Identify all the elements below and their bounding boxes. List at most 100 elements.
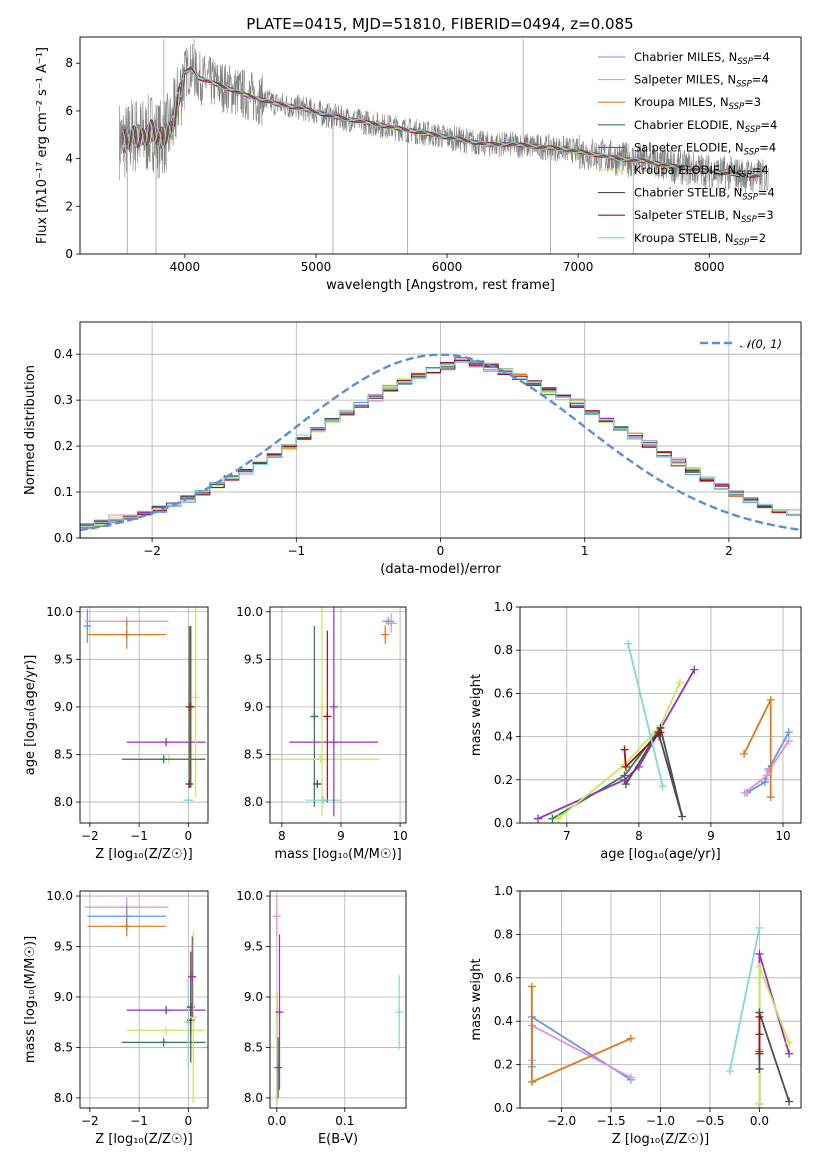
y-tick-label: 0.4: [54, 347, 73, 361]
data-marker: [620, 745, 629, 754]
x-tick-label: 0: [184, 1114, 192, 1128]
data-marker: [621, 762, 630, 771]
weight-vs-age-plot-area: [534, 639, 793, 823]
legend-label: Kroupa MILES, NSSP=3: [634, 95, 761, 112]
data-marker: [656, 728, 665, 737]
legend-label-sub: SSP: [742, 193, 758, 203]
legend-label-text: Chabrier ELODIE, N: [634, 118, 745, 132]
mass-vs-z-panel: −2 −1 0 8.0 8.5 9.0 9.5 10.0 Z [log₁₀(Z/Z☉)] mass…: [23, 889, 209, 1147]
y-axis-label: mass [log₁₀(M/M☉)]: [23, 936, 38, 1063]
x-tick-label: 4000: [170, 260, 201, 274]
axes-frame: [79, 890, 209, 1109]
axes-frame: [79, 606, 209, 824]
x-tick-label: 6000: [432, 260, 463, 274]
series-line: [746, 731, 790, 794]
x-tick-label: 0.0: [750, 1114, 769, 1128]
y-tick-label: 9.0: [244, 990, 263, 1004]
data-marker: [626, 1073, 635, 1082]
x-tick-label: 7: [563, 829, 571, 843]
data-marker: [740, 749, 749, 758]
legend-label-text: Kroupa MILES, N: [634, 95, 729, 109]
legend-label: Kroupa ELODIE, NSSP=4: [634, 163, 769, 180]
model-fit-line: [121, 69, 762, 178]
y-tick-label: 1.0: [494, 600, 513, 614]
data-marker: [318, 702, 327, 711]
series-line: [531, 1024, 632, 1079]
y-tick-label: 9.0: [54, 990, 73, 1004]
x-tick-label: 10: [392, 829, 407, 843]
x-tick-label: −1: [287, 544, 305, 558]
axes-frame: [79, 321, 802, 539]
residuals-panel: −2 −1 0 1 2 0.0 0.1 0.2 0.3 0.4 (data-model)/error…: [23, 321, 802, 577]
data-marker: [184, 796, 193, 805]
data-marker: [760, 777, 769, 786]
weight-vs-z-panel: −2.0 −1.5 −1.0 −0.5 0.0 0.0 0.2 0.4 0.6 0.8 1.0 Z […: [469, 884, 802, 1147]
data-marker: [162, 1026, 171, 1035]
data-marker: [381, 630, 390, 639]
legend-label: Salpeter ELODIE, NSSP=4: [634, 140, 776, 157]
x-axis-label: age [log₁₀(age/yr)]: [600, 847, 721, 862]
data-marker: [755, 949, 764, 958]
y-tick-label: 0.6: [494, 686, 513, 700]
weight-vs-z-plot-area: [527, 923, 794, 1108]
data-marker: [755, 1012, 764, 1021]
axes-frame: [269, 890, 407, 1109]
x-tick-label: −0.5: [695, 1114, 724, 1128]
data-marker: [534, 814, 543, 823]
axes-frame: [519, 890, 802, 1109]
y-tick-label: 0.1: [54, 485, 73, 499]
data-marker: [162, 738, 171, 747]
data-marker: [658, 782, 667, 791]
y-tick-label: 0.4: [494, 1014, 513, 1028]
axes-frame: [269, 606, 407, 824]
mass-vs-ebv-panel: 0.0 0.1 8.0 8.5 9.0 9.5 10.0 E(B-V): [236, 889, 407, 1147]
data-marker: [755, 923, 764, 932]
legend-label-count: =4: [759, 140, 776, 154]
y-tick-label: 0.4: [494, 730, 513, 744]
y-tick-label: 0.6: [494, 971, 513, 985]
series-line: [758, 966, 790, 1104]
data-marker: [755, 962, 764, 971]
data-marker: [527, 982, 536, 991]
legend-label-sub: SSP: [745, 125, 761, 135]
legend-label-text: Kroupa STELIB, N: [634, 231, 734, 245]
legend-label-text: Salpeter ELODIE, N: [634, 140, 744, 154]
observed-spectrum-line: [119, 43, 769, 193]
series-line: [625, 725, 683, 817]
model-fit-line: [121, 65, 762, 179]
y-tick-label: 6: [65, 104, 73, 118]
data-marker: [785, 1049, 794, 1058]
data-marker: [624, 639, 633, 648]
axes-frame: [79, 36, 802, 255]
legend-label-count: =4: [752, 73, 769, 87]
mass-vs-ebv-plot-area: [272, 896, 404, 1103]
x-axis-label: wavelength [Angstrom, rest frame]: [326, 278, 555, 293]
legend-label: Chabrier MILES, NSSP=4: [634, 50, 770, 67]
x-tick-label: 0: [437, 544, 445, 558]
y-tick-label: 0.0: [494, 816, 513, 830]
y-tick-label: 4: [65, 152, 73, 166]
x-tick-label: −2: [143, 544, 161, 558]
y-axis-label: Flux [fλ10⁻¹⁷ erg cm⁻² s⁻¹ A⁻¹]: [35, 47, 50, 244]
x-tick-label: 8: [278, 829, 286, 843]
x-tick-label: 1: [581, 544, 589, 558]
x-tick-label: −1: [130, 829, 148, 843]
legend-label-count: =4: [752, 163, 769, 177]
y-tick-label: 0.3: [54, 393, 73, 407]
data-marker: [626, 1034, 635, 1043]
data-marker: [316, 755, 325, 764]
series-line: [557, 682, 681, 820]
y-tick-label: 2: [65, 199, 73, 213]
x-tick-label: −2.0: [547, 1114, 576, 1128]
legend-label-text: Chabrier MILES, N: [634, 50, 737, 64]
legend-label: Salpeter MILES, NSSP=4: [634, 73, 769, 90]
x-axis-label: (data-model)/error: [380, 562, 501, 577]
data-marker: [785, 1097, 794, 1106]
series-line: [758, 1012, 790, 1102]
y-tick-label: 1.0: [494, 884, 513, 898]
legend-label-sub: SSP: [729, 102, 745, 112]
legend-label: Chabrier STELIB, NSSP=4: [634, 186, 775, 203]
y-tick-label: 8: [65, 56, 73, 70]
x-tick-label: −1.0: [646, 1114, 675, 1128]
legend-label-text: Chabrier STELIB, N: [634, 186, 742, 200]
